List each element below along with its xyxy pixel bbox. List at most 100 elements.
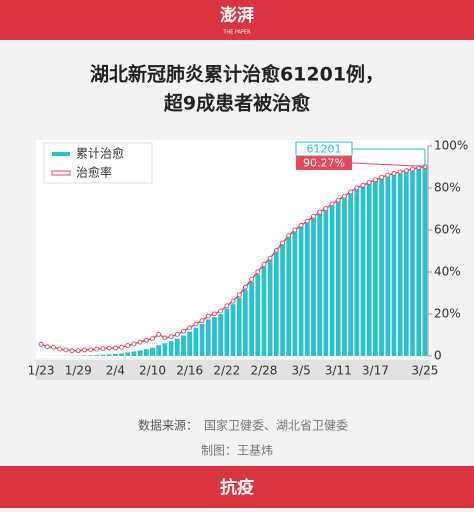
line-marker xyxy=(76,349,80,353)
bar xyxy=(423,166,428,356)
chart-title: 湖北新冠肺炎累计治愈61201例， xyxy=(90,63,384,86)
x-tick-label: 2/28 xyxy=(250,364,277,378)
bar xyxy=(392,173,397,356)
line-marker xyxy=(82,348,86,352)
y2-tick-label: 80% xyxy=(434,181,461,195)
bar xyxy=(286,237,291,356)
line-marker xyxy=(163,336,167,340)
line-marker xyxy=(311,214,315,218)
line-marker xyxy=(120,345,124,349)
x-tick-label: 2/10 xyxy=(139,364,166,378)
line-marker xyxy=(299,223,303,227)
line-marker xyxy=(281,241,285,245)
line-marker xyxy=(256,270,260,274)
x-tick-label: 1/29 xyxy=(65,364,92,378)
bar xyxy=(175,339,180,356)
logo: 澎湃 xyxy=(220,5,254,26)
x-tick-label: 3/11 xyxy=(325,364,352,378)
bar xyxy=(354,188,359,356)
line-marker xyxy=(392,172,396,176)
line-marker xyxy=(70,349,74,353)
line-marker xyxy=(342,194,346,198)
bar xyxy=(348,192,353,356)
bar xyxy=(218,314,223,356)
bar xyxy=(194,328,199,356)
line-marker xyxy=(175,332,179,336)
line-marker xyxy=(336,198,340,202)
bar xyxy=(268,259,273,356)
bar xyxy=(293,231,298,356)
line-marker xyxy=(398,170,402,174)
bar xyxy=(187,332,192,356)
legend-label: 累计治愈 xyxy=(76,146,124,161)
chart-title: 超9成患者被治愈 xyxy=(163,92,311,115)
bar xyxy=(181,335,186,356)
line-marker xyxy=(212,312,216,316)
line-marker xyxy=(181,329,185,333)
bar xyxy=(336,200,341,356)
bar xyxy=(249,282,254,356)
line-marker xyxy=(318,210,322,214)
bar xyxy=(280,244,285,356)
y2-tick-label: 60% xyxy=(434,223,461,237)
bar xyxy=(113,354,118,356)
y2-tick-label: 40% xyxy=(434,265,461,279)
line-marker xyxy=(157,332,161,336)
bar xyxy=(262,267,267,356)
bar xyxy=(404,171,409,356)
bar xyxy=(169,341,174,356)
bar xyxy=(237,298,242,356)
x-tick-label: 2/22 xyxy=(213,364,240,378)
line-marker xyxy=(225,304,229,308)
bar xyxy=(156,345,161,356)
line-marker xyxy=(89,348,93,352)
bar xyxy=(311,217,316,356)
line-marker xyxy=(349,190,353,194)
bar xyxy=(416,168,421,356)
x-tick-label: 1/23 xyxy=(28,364,55,378)
bar xyxy=(212,317,217,356)
line-marker xyxy=(169,335,173,339)
bar xyxy=(231,304,236,356)
line-marker xyxy=(250,277,254,281)
line-marker xyxy=(126,344,130,348)
bar xyxy=(101,355,106,356)
line-marker xyxy=(200,319,204,323)
x-tick-label: 3/5 xyxy=(291,364,310,378)
bar xyxy=(107,354,112,356)
line-marker xyxy=(274,248,278,252)
bar xyxy=(82,355,87,356)
line-marker xyxy=(144,338,148,342)
line-marker xyxy=(386,173,390,177)
bar xyxy=(255,274,260,356)
line-marker xyxy=(64,348,68,352)
y2-tick-label: 20% xyxy=(434,307,461,321)
source: 国家卫健委、湖北省卫健委 xyxy=(204,418,348,433)
line-marker xyxy=(206,314,210,318)
bar xyxy=(299,226,304,356)
legend-label: 治愈率 xyxy=(76,165,112,180)
bar xyxy=(410,169,415,356)
legend-swatch xyxy=(52,152,70,156)
legend-swatch xyxy=(52,171,70,175)
line-marker xyxy=(330,202,334,206)
line-marker xyxy=(361,183,365,187)
source-label: 数据来源： xyxy=(138,418,198,433)
line-marker xyxy=(101,347,105,351)
annotation: 61201 xyxy=(307,143,342,156)
x-tick-label: 2/4 xyxy=(106,364,125,378)
bar xyxy=(330,204,335,356)
line-marker xyxy=(305,219,309,223)
bar xyxy=(138,350,143,356)
line-marker xyxy=(237,293,241,297)
line-marker xyxy=(151,337,155,341)
line-marker xyxy=(373,178,377,182)
bar xyxy=(367,183,372,356)
line-marker xyxy=(287,234,291,238)
line-marker xyxy=(293,228,297,232)
bar xyxy=(398,172,403,356)
line-marker xyxy=(380,175,384,179)
bar xyxy=(274,251,279,356)
line-marker xyxy=(194,322,198,326)
line-marker xyxy=(268,256,272,260)
